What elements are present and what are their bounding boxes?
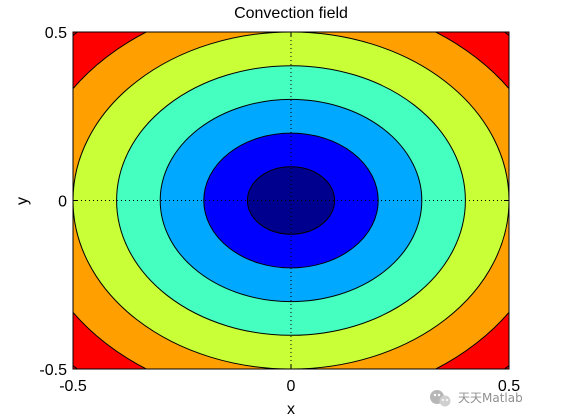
axis-ticks [72, 31, 510, 370]
watermark: 天天Matlab [430, 390, 523, 407]
x-tick-label-2: 0 [287, 378, 296, 395]
x-axis-label: x [287, 401, 295, 418]
x-tick-label-1: -0.5 [59, 378, 87, 395]
y-tick-label-1: -0.5 [39, 362, 67, 379]
x-tick-label-3: 0.5 [498, 378, 520, 395]
y-axis-label: y [14, 197, 31, 205]
tick-labels: -0.5 0 0.5 -0.5 0 0.5 [39, 25, 520, 395]
chart-title: Convection field [234, 5, 348, 22]
watermark-text: 天天Matlab [458, 391, 523, 405]
y-tick-label-3: 0.5 [45, 25, 67, 42]
grid-lines [73, 32, 509, 369]
wechat-logo-icon [430, 390, 451, 407]
y-tick-label-2: 0 [58, 194, 67, 211]
